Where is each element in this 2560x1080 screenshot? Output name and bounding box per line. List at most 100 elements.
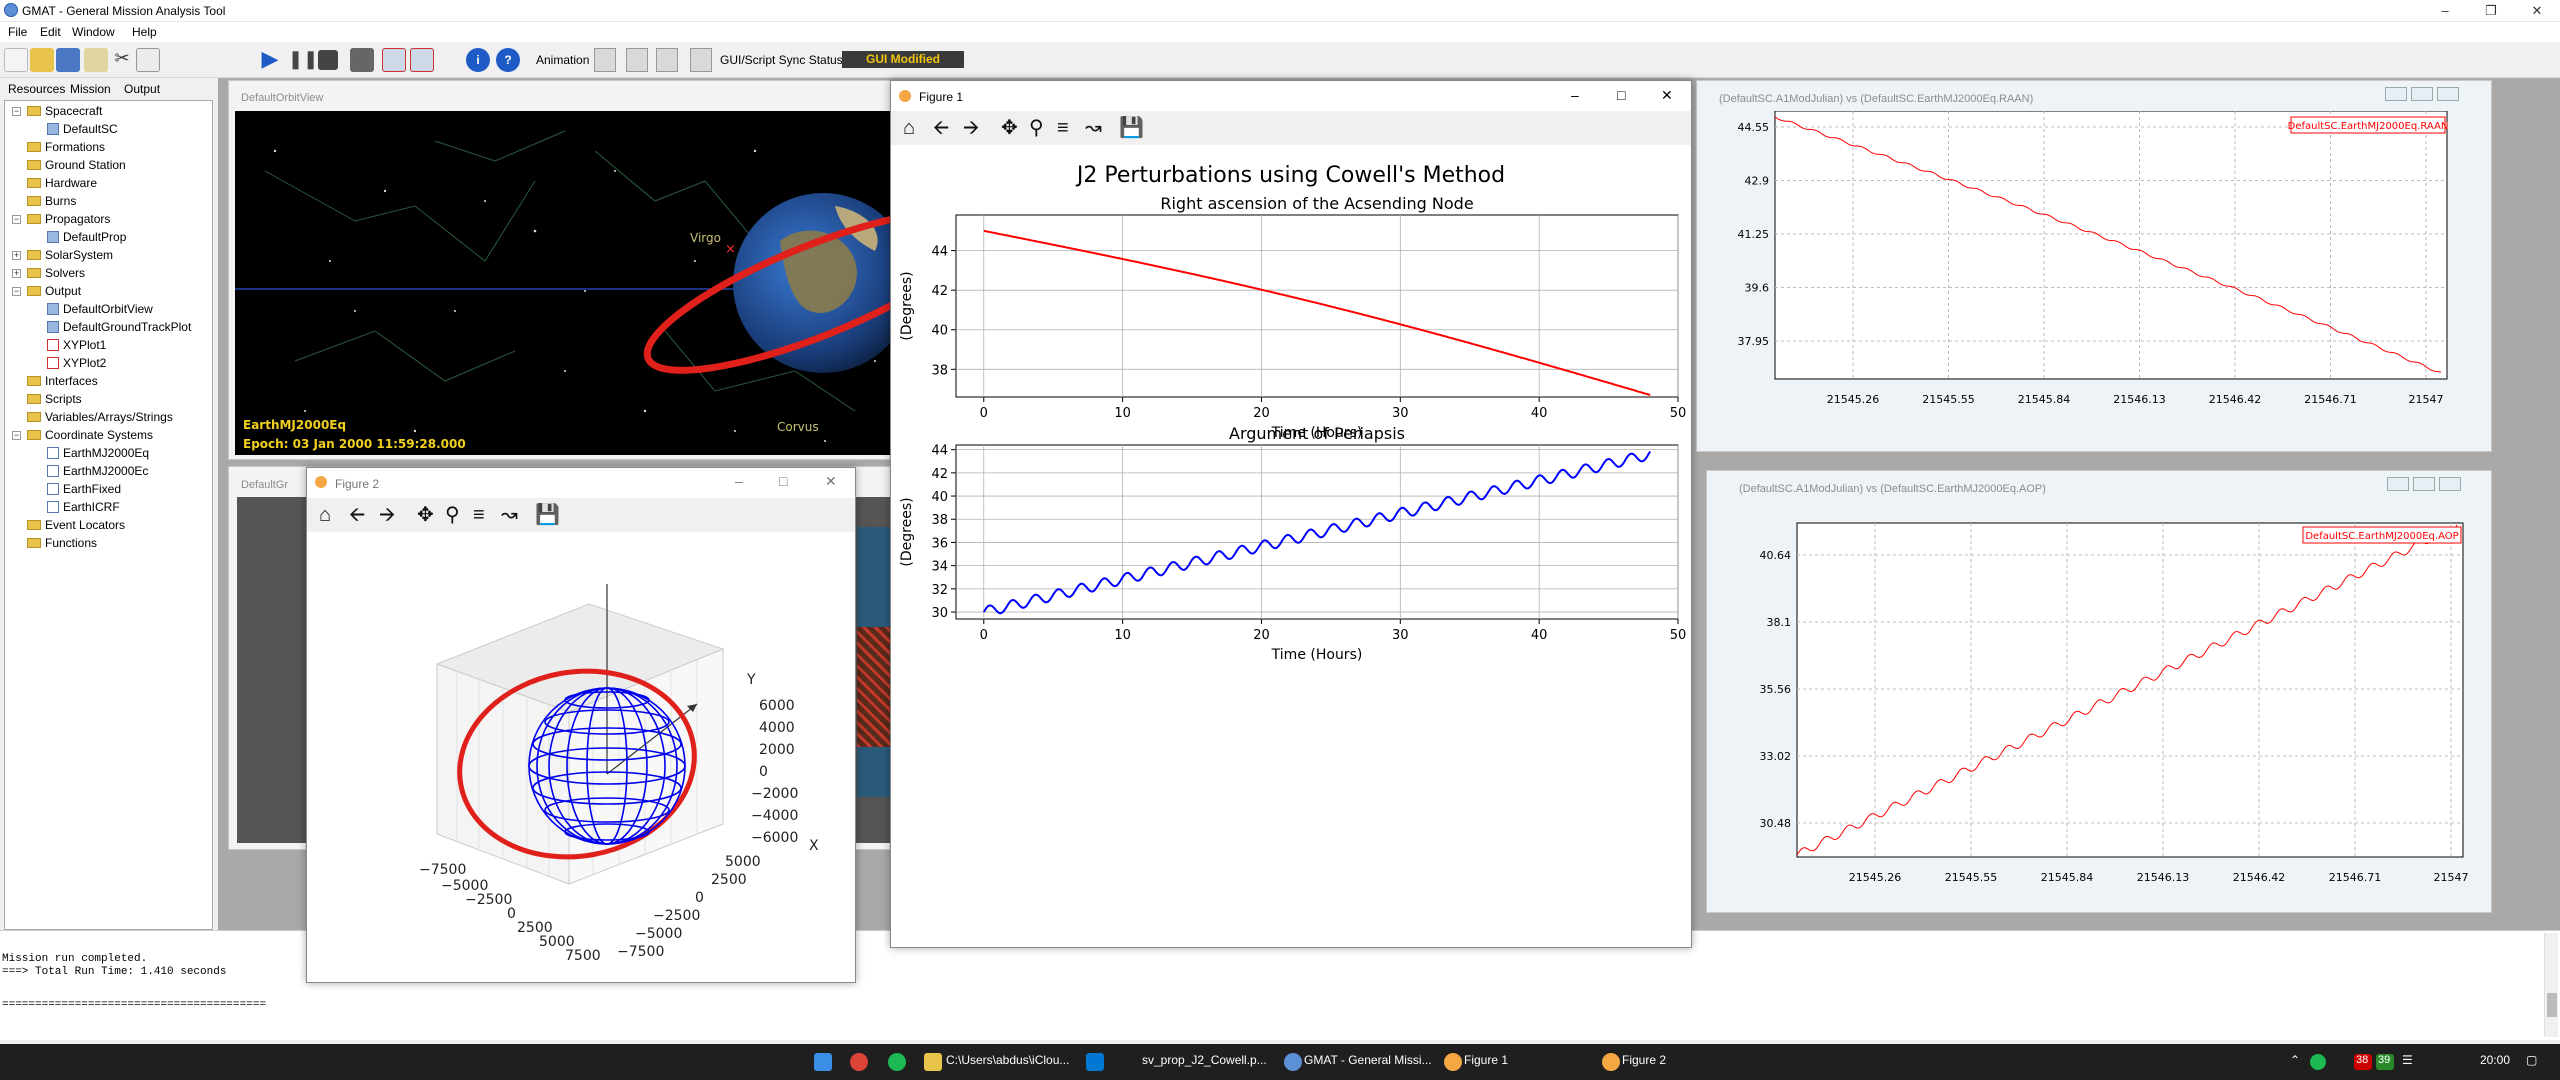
tree-eventlocators[interactable]: Event Locators	[27, 518, 125, 532]
tree-cs-ec[interactable]: EarthMJ2000Ec	[47, 464, 148, 478]
taskbar-figure1[interactable]: Figure 1	[1464, 1053, 1509, 1067]
help-icon[interactable]: ?	[496, 48, 520, 72]
tree-cs-icrf[interactable]: EarthICRF	[47, 500, 120, 514]
figure2-window[interactable]: Figure 2 – □ ✕ ⌂ 🡨 🡪 ✥ ⚲ ≡ ↝ 💾	[306, 467, 856, 983]
tree-output[interactable]: Output	[27, 284, 81, 298]
figure-icon[interactable]	[1602, 1053, 1620, 1071]
close-button[interactable]: ✕	[2531, 3, 2543, 18]
expand-toggle[interactable]: −	[12, 286, 21, 296]
tray-badge-2[interactable]	[2376, 1054, 2394, 1070]
tree-interfaces[interactable]: Interfaces	[27, 374, 98, 388]
menu-file[interactable]: File	[8, 25, 28, 39]
spotify-icon[interactable]	[888, 1053, 906, 1071]
tree-scripts[interactable]: Scripts	[27, 392, 82, 406]
tree-orbitview[interactable]: DefaultOrbitView	[47, 302, 153, 316]
screenshot-icon[interactable]	[350, 48, 374, 72]
tree-defaultsc[interactable]: DefaultSC	[47, 122, 118, 136]
configure-icon[interactable]: ≡	[1057, 117, 1069, 139]
xyplot-raan-window[interactable]: (DefaultSC.A1ModJulian) vs (DefaultSC.Ea…	[1696, 80, 2492, 452]
forward-icon[interactable]: 🡪	[963, 117, 980, 139]
tab-resources[interactable]: Resources	[8, 82, 66, 96]
tree-groundtrack[interactable]: DefaultGroundTrackPlot	[47, 320, 191, 334]
tray-spotify-icon[interactable]	[2310, 1054, 2326, 1070]
animation-play-icon[interactable]	[594, 48, 616, 72]
tree-cs-fixed[interactable]: EarthFixed	[47, 482, 121, 496]
figure1-window[interactable]: Figure 1 – □ ✕ ⌂ 🡨 🡪 ✥ ⚲ ≡ ↝ 💾 J2 Pertur…	[890, 80, 1692, 948]
output-scrollbar[interactable]	[2544, 933, 2558, 1037]
tray-badge-1[interactable]	[2354, 1054, 2372, 1070]
edit-axis-icon[interactable]: ↝	[1085, 117, 1102, 139]
expand-toggle[interactable]: −	[12, 430, 21, 440]
figure1-canvas[interactable]: J2 Perturbations using Cowell's Method R…	[891, 147, 1691, 947]
minimize-button[interactable]: –	[2441, 3, 2449, 18]
back-icon[interactable]: 🡨	[933, 117, 950, 139]
figure-icon[interactable]	[1444, 1053, 1462, 1071]
zoom-icon[interactable]: ⚲	[1029, 117, 1044, 139]
menu-help[interactable]: Help	[132, 25, 157, 39]
tree-functions[interactable]: Functions	[27, 536, 97, 550]
tree-spacecraft[interactable]: Spacecraft	[27, 104, 102, 118]
xyplot-raan-canvas[interactable]: 44.55 42.9 41.25 39.6 37.95 21545.26 21545.55 2…	[1697, 111, 2487, 451]
xyplot-aop-canvas[interactable]: 40.64 38.1 35.56 33.02 30.48 21545.26 21545.55…	[1707, 501, 2487, 911]
tab-output[interactable]: Output	[124, 82, 161, 96]
back-icon[interactable]: 🡨	[349, 504, 366, 526]
home-icon[interactable]: ⌂	[903, 117, 916, 139]
animation-faster-icon[interactable]	[656, 48, 678, 72]
taskbar-explorer[interactable]: C:\Users\abdus\iClou...	[946, 1053, 1070, 1067]
tree-solvers[interactable]: Solvers	[27, 266, 85, 280]
zoom-icon[interactable]: ⚲	[445, 504, 460, 526]
tray-chevron-icon[interactable]: ⌃	[2290, 1053, 2301, 1067]
xy-close-button[interactable]	[2439, 477, 2461, 491]
xy-close-button[interactable]	[2437, 87, 2459, 101]
taskbar-figure2[interactable]: Figure 2	[1622, 1053, 1667, 1067]
cut-icon[interactable]: ✂	[110, 48, 134, 72]
run-icon[interactable]: ▶	[261, 46, 279, 71]
fig1-minimize-button[interactable]: –	[1571, 87, 1579, 103]
fig1-maximize-button[interactable]: □	[1617, 87, 1626, 103]
stop-icon[interactable]	[318, 50, 338, 70]
new-icon[interactable]	[4, 48, 28, 72]
windows-start-icon[interactable]	[814, 1053, 832, 1071]
save-figure-icon[interactable]: 💾	[1119, 117, 1144, 139]
orbit-view-window[interactable]: DefaultOrbitView × Virgo Corvus	[228, 80, 898, 460]
menu-edit[interactable]: Edit	[40, 25, 61, 39]
pause-icon[interactable]: ❚❚	[288, 49, 319, 69]
menu-window[interactable]: Window	[72, 25, 115, 39]
figure2-3d-plot[interactable]: Y X 6000 4000 2000 0 −2000 −4000 −6000 −…	[307, 534, 855, 980]
close-all-icon[interactable]	[382, 48, 406, 72]
open-icon[interactable]	[30, 48, 54, 72]
clock[interactable]: 20:00	[2480, 1053, 2511, 1067]
chrome-icon[interactable]	[850, 1053, 868, 1071]
xy-restore-button[interactable]	[2413, 477, 2435, 491]
tab-mission[interactable]: Mission	[70, 82, 111, 96]
info-icon[interactable]: i	[466, 48, 490, 72]
xy-minimize-button[interactable]	[2387, 477, 2409, 491]
fig2-maximize-button[interactable]: □	[779, 473, 788, 489]
clipboard-icon[interactable]	[84, 48, 108, 72]
tree-xyplot1[interactable]: XYPlot1	[47, 338, 106, 352]
pan-icon[interactable]: ✥	[1001, 117, 1018, 139]
edit-axis-icon[interactable]: ↝	[501, 504, 518, 526]
paste-icon[interactable]	[136, 48, 160, 72]
tree-propagators[interactable]: Propagators	[27, 212, 110, 226]
save-icon[interactable]	[56, 48, 80, 72]
fig1-close-button[interactable]: ✕	[1661, 87, 1673, 103]
xyplot-aop-window[interactable]: (DefaultSC.A1ModJulian) vs (DefaultSC.Ea…	[1706, 470, 2492, 913]
tree-solarsystem[interactable]: SolarSystem	[27, 248, 113, 262]
configure-icon[interactable]: ≡	[473, 504, 485, 526]
maximize-button[interactable]: ❐	[2485, 3, 2497, 18]
tree-xyplot2[interactable]: XYPlot2	[47, 356, 106, 370]
xy-minimize-button[interactable]	[2385, 87, 2407, 101]
taskbar-gmat[interactable]: GMAT - General Missi...	[1304, 1053, 1432, 1067]
fig2-close-button[interactable]: ✕	[825, 473, 837, 489]
orbit-view-canvas[interactable]: × Virgo Corvus EarthMJ2000Eq Epoch: 03 J…	[235, 111, 895, 455]
home-icon[interactable]: ⌂	[319, 504, 332, 526]
tree-coordsys[interactable]: Coordinate Systems	[27, 428, 153, 442]
tree-cs-eq[interactable]: EarthMJ2000Eq	[47, 446, 149, 460]
xy-restore-button[interactable]	[2411, 87, 2433, 101]
explorer-icon[interactable]	[924, 1053, 942, 1071]
fig2-minimize-button[interactable]: –	[735, 473, 743, 489]
notifications-icon[interactable]: ▢	[2526, 1053, 2538, 1067]
expand-toggle[interactable]: +	[12, 268, 21, 278]
tree-variables[interactable]: Variables/Arrays/Strings	[27, 410, 173, 424]
